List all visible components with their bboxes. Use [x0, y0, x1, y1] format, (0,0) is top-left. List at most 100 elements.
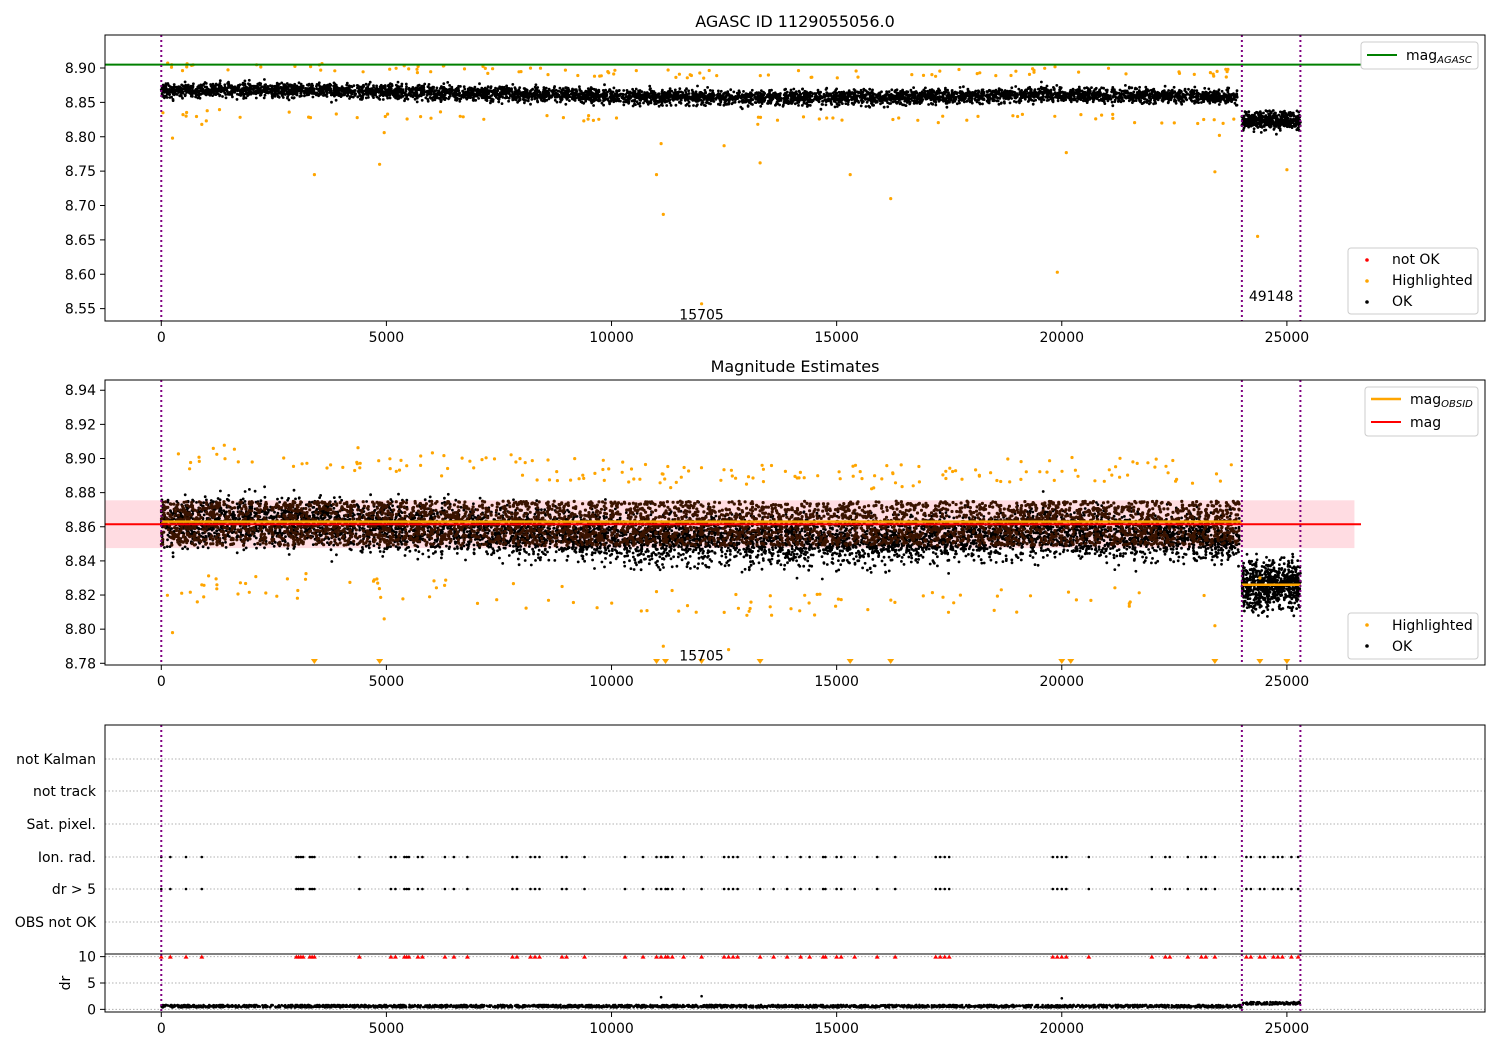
p2-title: Magnitude Estimates [711, 357, 880, 376]
p4-dr-capped-marker [1086, 954, 1092, 959]
y-tick-label: 8.80 [65, 622, 96, 638]
x-tick-label: 5000 [369, 674, 405, 690]
p4-dr-capped-marker [730, 954, 736, 959]
p4-dr-capped-marker [536, 954, 542, 959]
p1-annotations: 15705 49148 [679, 289, 1293, 324]
p4-dr-capped-marker [1275, 954, 1281, 959]
p2-y-ticks: 8.78 8.80 8.82 8.84 8.86 8.88 8.90 8.92 8.94 [65, 383, 105, 672]
p4-dr-capped-marker [942, 954, 948, 959]
x-tick-label: 20000 [1039, 1021, 1084, 1037]
y-tick-label: 5 [87, 976, 96, 992]
p4-data-layer [105, 954, 1485, 1012]
p2-legend-mag-label: mag [1410, 415, 1441, 431]
p4-dr-capped-marker [1257, 954, 1263, 959]
p2-data-layer [105, 380, 1361, 665]
x-tick-label: 25000 [1265, 674, 1310, 690]
p4-dr-capped-marker [1279, 954, 1285, 959]
p4-dr-capped-marker [892, 954, 898, 959]
p4-dr-capped-marker [1185, 954, 1191, 959]
y-tick-label: 8.94 [65, 383, 96, 399]
y-tick-label: 8.65 [65, 233, 96, 249]
p1-axes-frame [104, 34, 1486, 322]
x-tick-label: 0 [157, 330, 166, 346]
p2-offscale-marker [376, 659, 384, 664]
x-tick-label: 10000 [589, 674, 634, 690]
p1-legend-agasc-label: magAGASC [1406, 48, 1472, 66]
p4-dr-capped-marker [1212, 954, 1218, 959]
p4-dr-capped-marker [1059, 954, 1065, 959]
p4-dr-capped-marker [1270, 954, 1276, 959]
y-tick-label: 8.86 [65, 520, 96, 536]
p4-dr-points [160, 994, 1302, 1009]
p4-dr-capped-marker [406, 954, 412, 959]
x-tick-label: 25000 [1265, 1021, 1310, 1037]
p1-title: AGASC ID 1129055056.0 [695, 12, 895, 31]
p2-offscale-marker [887, 659, 895, 664]
p4-dr-capped-marker [699, 954, 705, 959]
p4-dr-capped-marker [1198, 954, 1204, 959]
p1-legend-agasc-main: mag [1406, 48, 1437, 64]
x-tick-label: 5000 [369, 330, 405, 346]
p3-category-label: Ion. rad. [38, 850, 96, 866]
y-tick-label: 8.55 [65, 302, 96, 318]
p2-offscale-marker [1256, 659, 1264, 664]
p2-legend-obsid-label: magOBSID [1410, 392, 1473, 410]
p4-dr-capped-marker [1162, 954, 1168, 959]
p2-offscale-marker [846, 659, 854, 664]
p4-dr-capped-marker [158, 954, 164, 959]
p4-dr-capped-marker [527, 954, 533, 959]
p4-dr-capped-marker [451, 954, 457, 959]
p2-offscale-marker [756, 659, 764, 664]
p4-dr-capped-marker [1243, 954, 1249, 959]
p2-legend-lower: Highlighted OK [1347, 612, 1479, 660]
y-tick-label: 8.90 [65, 61, 96, 77]
p1-ok-points [159, 78, 1302, 136]
y-tick-label: 8.84 [65, 554, 96, 570]
p1-legend-notok-label: not OK [1392, 252, 1440, 268]
p4-dr-capped-marker [669, 954, 675, 959]
p1-legend-highlighted-marker [1365, 279, 1369, 283]
p4-dr-capped-marker [559, 954, 565, 959]
y-tick-label: 8.75 [65, 164, 96, 180]
p1-annotation: 49148 [1249, 289, 1294, 305]
p4-dr-capped-marker [874, 954, 880, 959]
p4-dr-capped-marker [464, 954, 470, 959]
p4-dr-capped-marker [658, 954, 664, 959]
p1-legend-agasc-sub: AGASC [1436, 55, 1472, 66]
p4-dr-capped-marker [419, 954, 425, 959]
p2-legend-ok-label: OK [1392, 639, 1413, 655]
p2-annotations: 15705 [679, 648, 724, 664]
p2-offscale-marker [653, 659, 661, 664]
p4-dr-capped-marker [1248, 954, 1254, 959]
x-tick-label: 10000 [589, 1021, 634, 1037]
x-tick-label: 0 [157, 1021, 166, 1037]
p4-dr-capped-marker [514, 954, 520, 959]
p4-dr-capped-marker [167, 954, 173, 959]
p3-category-label: dr > 5 [52, 882, 96, 898]
p4-dr-capped-marker [582, 954, 588, 959]
p4-dr-capped-marker [509, 954, 515, 959]
x-tick-label: 0 [157, 674, 166, 690]
p4-dr-capped-marker [640, 954, 646, 959]
p4-dr-capped-marker [388, 954, 394, 959]
x-tick-label: 5000 [369, 1021, 405, 1037]
p1-legend-ok-label: OK [1392, 294, 1413, 310]
y-tick-label: 8.70 [65, 199, 96, 215]
p4-dr-capped-marker [838, 954, 844, 959]
p1-legend-highlighted-label: Highlighted [1392, 273, 1473, 289]
p4-dr-capped-marker [933, 954, 939, 959]
p2-legend-highlighted-marker [1365, 623, 1369, 627]
y-tick-label: 8.85 [65, 95, 96, 111]
p4-dr-capped-marker [681, 954, 687, 959]
p4-dr-capped-marker [665, 954, 671, 959]
p4-dr-capped-marker [807, 954, 813, 959]
p2-legend-highlighted-label: Highlighted [1392, 618, 1473, 634]
p4-y-axis-label: dr [58, 975, 74, 990]
p2-highlighted-points [165, 443, 1262, 652]
p4-dr-capped-marker [1063, 954, 1069, 959]
p4-dr-capped-marker [532, 954, 538, 959]
p1-y-ticks: 8.55 8.60 8.65 8.70 8.75 8.80 8.85 8.90 [65, 61, 105, 318]
p4-dr-capped-marker [822, 954, 828, 959]
p4-dr-capped-marker [300, 954, 306, 959]
